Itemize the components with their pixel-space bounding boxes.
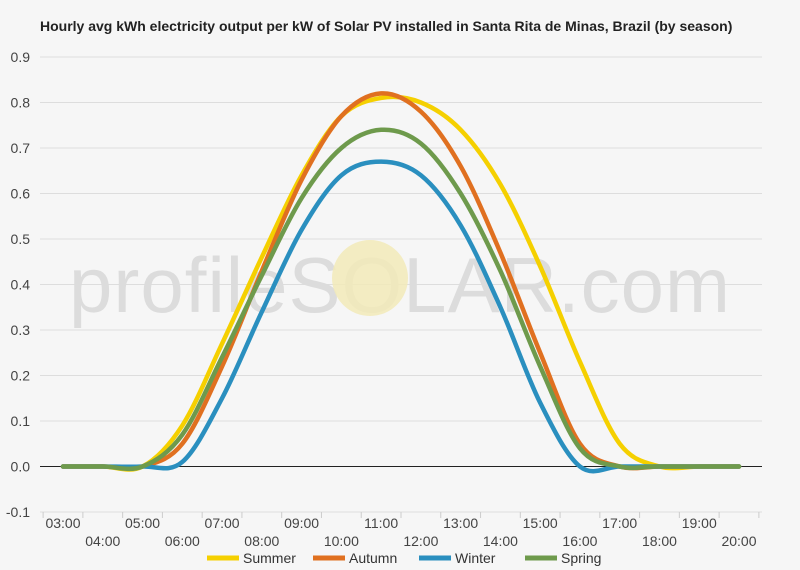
x-tick-label: 09:00 bbox=[284, 515, 319, 531]
legend-label-summer: Summer bbox=[243, 550, 296, 566]
x-tick-label: 19:00 bbox=[682, 515, 717, 531]
x-tick-label: 15:00 bbox=[523, 515, 558, 531]
y-tick-label: 0.9 bbox=[11, 49, 31, 65]
legend-label-spring: Spring bbox=[561, 550, 601, 566]
x-tick-label: 18:00 bbox=[642, 533, 677, 549]
y-tick-label: 0.4 bbox=[11, 277, 31, 293]
series-line-spring bbox=[60, 127, 742, 472]
y-tick-label: 0.8 bbox=[11, 95, 31, 111]
x-tick-label: 14:00 bbox=[483, 533, 518, 549]
x-tick-label: 16:00 bbox=[562, 533, 597, 549]
x-tick-label: 11:00 bbox=[364, 515, 398, 531]
x-tick-label: 07:00 bbox=[205, 515, 240, 531]
chart-title: Hourly avg kWh electricity output per kW… bbox=[40, 18, 733, 34]
y-tick-label: -0.1 bbox=[6, 504, 30, 520]
y-tick-label: 0.7 bbox=[11, 140, 31, 156]
x-tick-label: 13:00 bbox=[443, 515, 478, 531]
x-tick-label: 08:00 bbox=[244, 533, 279, 549]
legend-label-autumn: Autumn bbox=[349, 550, 397, 566]
x-tick-label: 05:00 bbox=[125, 515, 160, 531]
y-tick-label: 0.2 bbox=[11, 368, 31, 384]
x-tick-label: 12:00 bbox=[403, 533, 438, 549]
y-tick-label: 0.0 bbox=[11, 459, 31, 475]
y-tick-label: 0.5 bbox=[11, 231, 31, 247]
legend-label-winter: Winter bbox=[455, 550, 496, 566]
watermark-sun-icon bbox=[332, 240, 408, 316]
x-tick-label: 04:00 bbox=[85, 533, 120, 549]
x-tick-label: 20:00 bbox=[721, 533, 756, 549]
y-tick-label: 0.6 bbox=[11, 186, 31, 202]
x-tick-label: 03:00 bbox=[45, 515, 80, 531]
x-tick-label: 10:00 bbox=[324, 533, 359, 549]
x-tick-label: 17:00 bbox=[602, 515, 637, 531]
x-tick-label: 06:00 bbox=[165, 533, 200, 549]
y-tick-label: 0.3 bbox=[11, 322, 31, 338]
y-tick-label: 0.1 bbox=[11, 413, 31, 429]
